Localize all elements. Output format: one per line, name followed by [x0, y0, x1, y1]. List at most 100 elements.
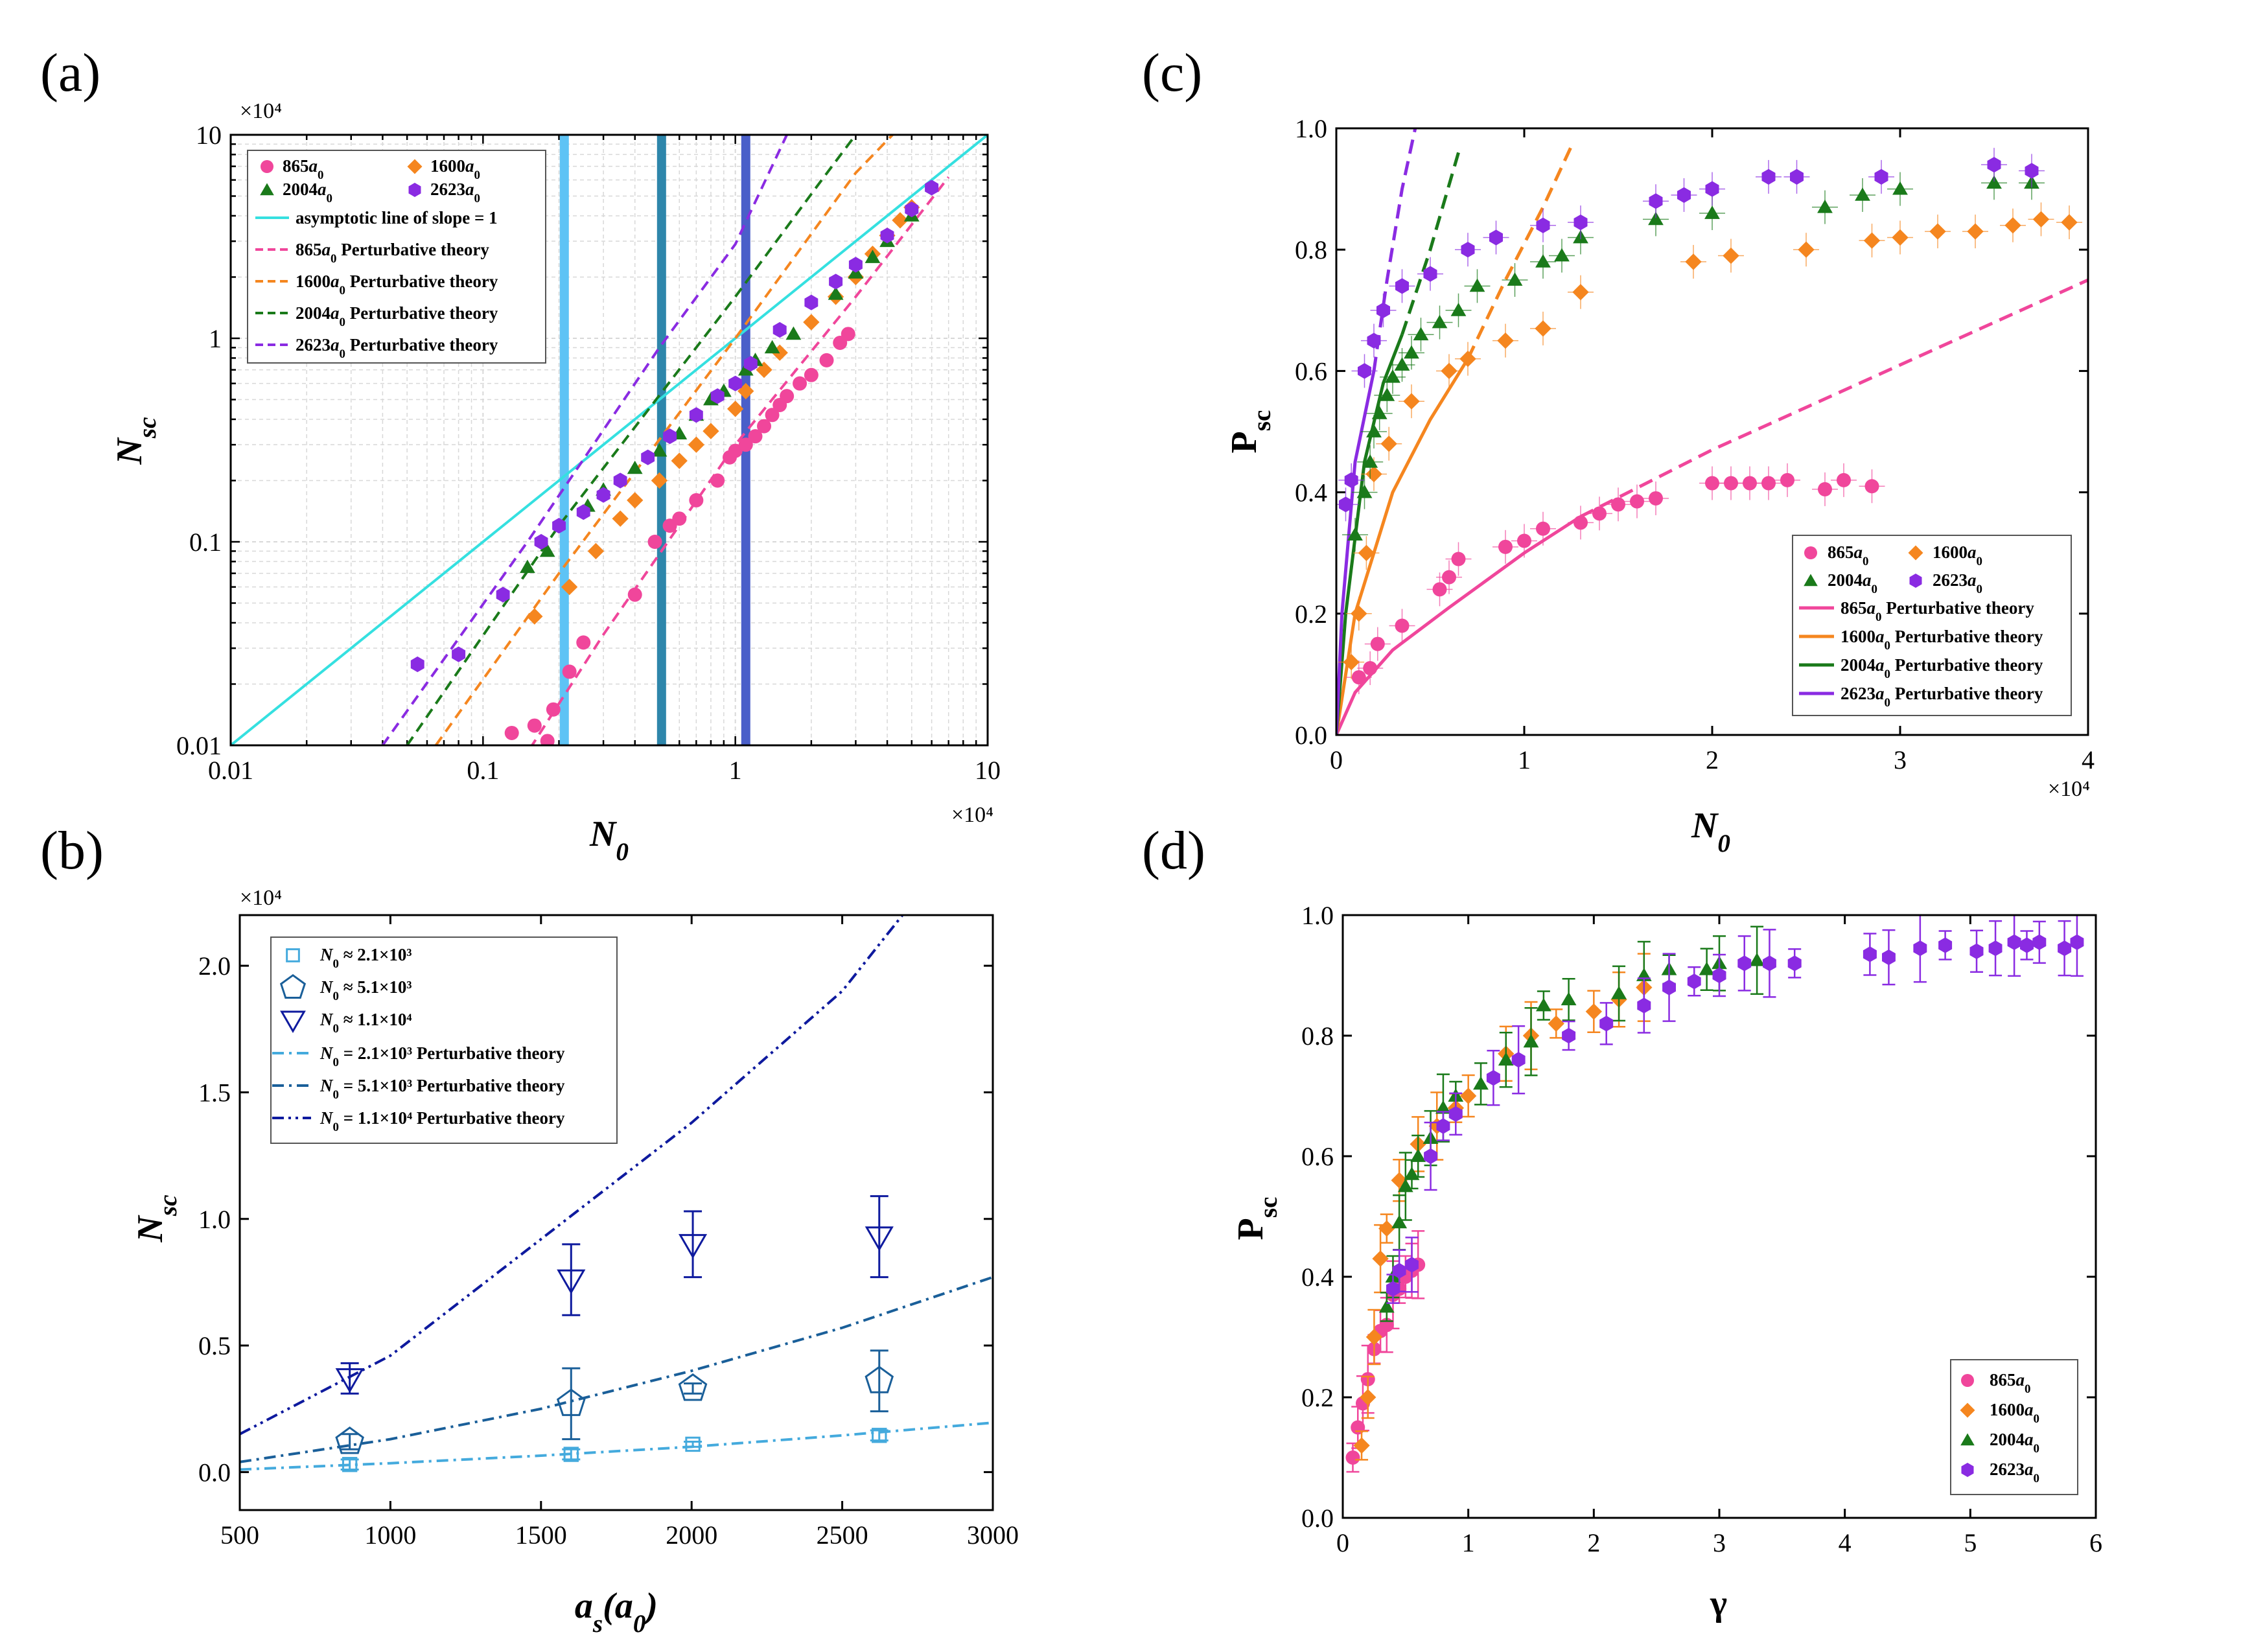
y-tick-label: 0.4: [1301, 1262, 1334, 1292]
data-point: [1548, 1015, 1564, 1032]
data-point: [1395, 278, 1409, 294]
data-point: [757, 419, 772, 434]
y-tick-label: 0.2: [1295, 599, 1327, 629]
data-point: [1362, 454, 1378, 468]
data-point: [1404, 345, 1419, 359]
data-point: [1351, 670, 1366, 685]
legend-marker: [1909, 574, 1922, 588]
y-tick-label: 1.0: [1295, 114, 1327, 143]
legend-label: N0 = 1.1×10⁴ Perturbative theory: [319, 1108, 565, 1134]
data-point: [1863, 232, 1881, 249]
x-tick-label: 2: [1587, 1528, 1600, 1557]
data-point: [663, 428, 677, 445]
data-point: [1648, 211, 1664, 226]
data-point: [1712, 967, 1726, 984]
legend-label: 2004a0 Perturbative theory: [1840, 655, 2043, 681]
data-point: [651, 472, 668, 489]
x-tick-label: 6: [2089, 1528, 2102, 1557]
legend-label: 2623a0: [430, 180, 480, 205]
data-point: [596, 487, 610, 503]
data-point: [1460, 1088, 1477, 1104]
data-point: [1817, 199, 1833, 213]
x-tick-label: 0: [1330, 745, 1343, 774]
x-tick-label: 1: [729, 756, 742, 785]
data-point: [865, 1226, 894, 1251]
plot-frame-1: [238, 914, 994, 1511]
data-point: [1391, 1215, 1408, 1229]
y-multiplier: ×10⁴: [240, 886, 282, 910]
data-point: [892, 212, 909, 229]
data-point: [1863, 946, 1877, 962]
y-tick-label: 0.1: [189, 528, 222, 557]
y-axis-label: Psc: [1231, 1197, 1283, 1240]
data-point: [728, 375, 743, 391]
x-tick-label: 3000: [967, 1520, 1019, 1550]
data-point: [1380, 436, 1397, 452]
data-point: [1344, 472, 1358, 488]
data-point: [1473, 1076, 1489, 1090]
data-point: [557, 1269, 586, 1294]
data-point: [1511, 1052, 1526, 1068]
data-point: [1486, 1070, 1500, 1086]
data-point: [710, 473, 725, 488]
data-point: [2032, 211, 2050, 227]
data-point: [2061, 214, 2078, 231]
data-point: [1343, 654, 1360, 671]
panel-label-d: (d): [1142, 820, 1205, 881]
legend-marker: [1804, 574, 1818, 587]
data-point: [2007, 934, 2021, 950]
data-point: [1498, 1052, 1514, 1066]
x-axis-label: N0: [589, 814, 629, 866]
legend-marker: [1960, 1433, 1975, 1446]
legend-label: 865a0: [283, 156, 323, 182]
legend-a: 865a0 1600a0 2004a0 2623a0 asymptotic line o…: [247, 150, 546, 364]
data-point: [1451, 552, 1466, 566]
data-point: [1649, 193, 1663, 209]
data-point: [1360, 1389, 1376, 1406]
data-point: [678, 1373, 708, 1401]
y-tick-label: 0.5: [198, 1331, 231, 1360]
data-point: [1611, 497, 1625, 512]
data-point: [613, 472, 627, 489]
data-point: [1536, 997, 1551, 1012]
data-point: [2025, 163, 2039, 179]
data-point: [1892, 229, 1909, 246]
theory-line-dashed: [1372, 128, 1417, 371]
data-point: [641, 449, 655, 465]
data-point: [1882, 949, 1896, 966]
data-point: [627, 460, 643, 474]
data-point: [1535, 254, 1551, 268]
data-point: [793, 376, 807, 391]
data-point: [1347, 527, 1363, 541]
data-point: [1938, 937, 1953, 953]
data-point: [829, 273, 843, 290]
legend-marker: [260, 183, 274, 196]
data-point: [1761, 476, 1776, 491]
data-point: [1432, 314, 1448, 329]
data-point: [1435, 1100, 1451, 1114]
data-point: [1378, 1299, 1395, 1313]
data-point: [671, 452, 688, 469]
plot-area-d: [1345, 915, 2084, 1473]
data-point: [848, 257, 863, 273]
plot-frame-0: [229, 134, 989, 747]
vertical-band: [656, 135, 666, 745]
data-point: [1662, 979, 1676, 995]
data-point: [1365, 1329, 1383, 1345]
panel-label-b: (b): [40, 820, 104, 881]
data-point: [1585, 1003, 1602, 1020]
data-point: [1358, 544, 1375, 561]
theory-line-solid: [1336, 515, 1582, 735]
data-point: [1763, 955, 1776, 971]
data-point: [1366, 424, 1382, 437]
data-point: [1424, 1148, 1437, 1165]
y-axis-label: Nsc: [130, 1194, 182, 1242]
data-point: [2004, 217, 2021, 234]
data-point: [1432, 582, 1447, 597]
data-point: [728, 443, 743, 458]
theory-line-solid: [1336, 370, 1376, 735]
plot-area-a: [231, 135, 988, 745]
legend-label: 2623a0: [1990, 1460, 2039, 1485]
data-point: [2020, 937, 2034, 953]
